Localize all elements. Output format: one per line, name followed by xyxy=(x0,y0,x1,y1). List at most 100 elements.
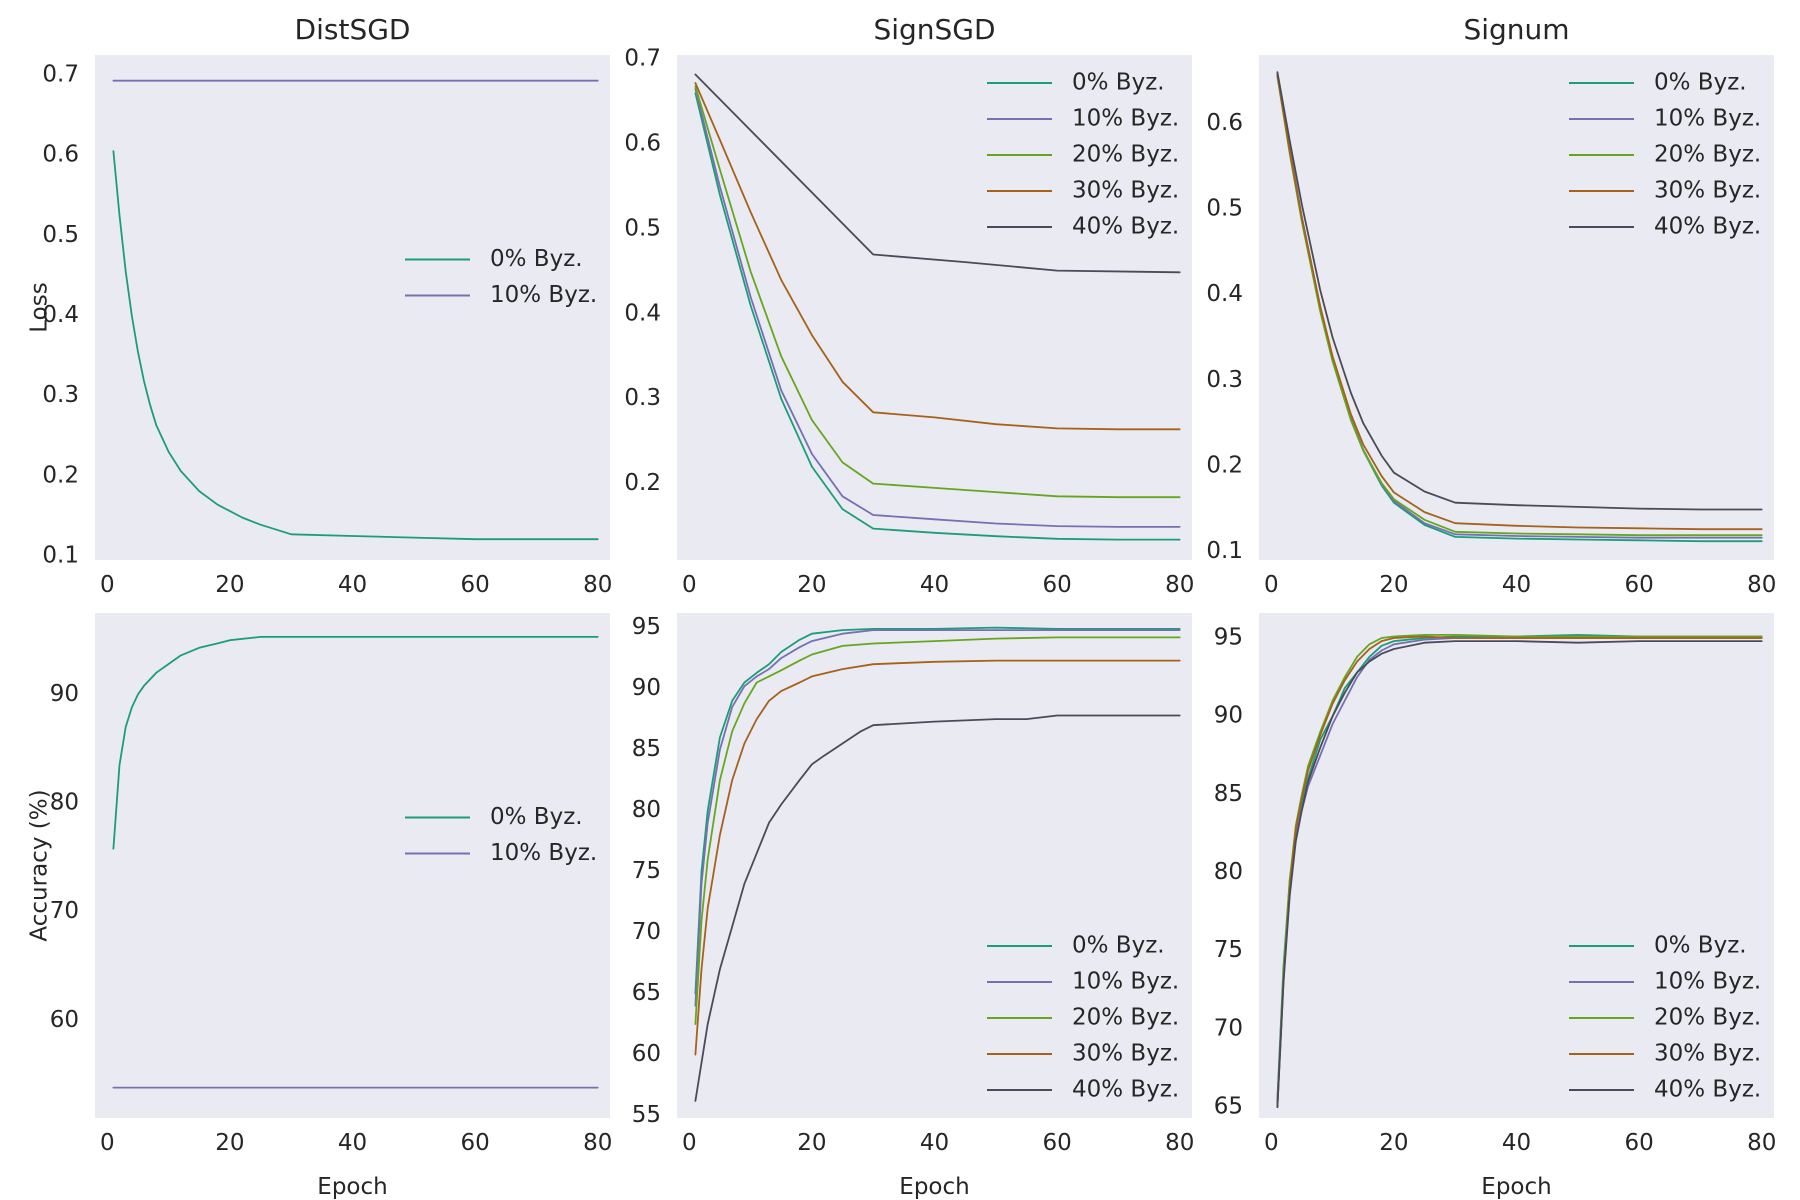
legend: 0% Byz. 10% Byz. xyxy=(405,246,597,308)
legend: 0% Byz. 10% Byz. 20% Byz. 30% Byz. 40% Byz. xyxy=(1569,70,1761,240)
x-tick-label: 40 xyxy=(338,1130,367,1156)
y-tick-label: 0.3 xyxy=(1206,367,1243,393)
y-axis-label: Loss xyxy=(27,282,53,332)
legend-label: 0% Byz. xyxy=(490,804,583,830)
x-tick-label: 20 xyxy=(1379,1130,1408,1156)
legend-label: 10% Byz. xyxy=(1654,106,1761,132)
legend: 0% Byz. 10% Byz. 20% Byz. 30% Byz. 40% Byz. xyxy=(987,933,1179,1103)
x-tick-label: 20 xyxy=(215,572,244,598)
y-tick-label: 0.6 xyxy=(1206,110,1243,136)
series-line xyxy=(694,629,1181,1007)
legend-label: 0% Byz. xyxy=(1654,70,1747,96)
legend-label: 20% Byz. xyxy=(1072,142,1179,168)
series-line xyxy=(694,92,1181,541)
y-tick-label: 60 xyxy=(50,1007,79,1033)
x-tick-label: 20 xyxy=(797,1130,826,1156)
x-tick-label: 0 xyxy=(1264,1130,1279,1156)
y-tick-label: 0.4 xyxy=(42,302,79,328)
x-axis-label: Epoch xyxy=(899,1174,969,1200)
x-tick-label: 80 xyxy=(583,572,612,598)
legend-label: 10% Byz. xyxy=(1072,106,1179,132)
series-line xyxy=(1276,74,1763,531)
panel-title: Signum xyxy=(1463,13,1569,46)
y-tick-label: 55 xyxy=(632,1102,661,1128)
y-tick-label: 80 xyxy=(50,790,79,816)
y-tick-label: 0.4 xyxy=(1206,281,1243,307)
x-tick-label: 60 xyxy=(1624,1130,1653,1156)
y-tick-label: 0.5 xyxy=(42,222,79,248)
y-tick-label: 0.3 xyxy=(624,385,661,411)
series-line xyxy=(1276,640,1763,1108)
y-tick-label: 90 xyxy=(1214,703,1243,729)
y-tick-label: 80 xyxy=(1214,859,1243,885)
series-line xyxy=(694,82,1181,431)
legend-label: 30% Byz. xyxy=(1654,1041,1761,1067)
x-axis-label: Epoch xyxy=(1481,1174,1551,1200)
x-tick-label: 80 xyxy=(1165,1130,1194,1156)
y-tick-label: 0.6 xyxy=(42,142,79,168)
x-tick-label: 80 xyxy=(1747,572,1776,598)
legend-label: 20% Byz. xyxy=(1072,1005,1179,1031)
y-tick-label: 75 xyxy=(632,858,661,884)
x-tick-label: 80 xyxy=(583,1130,612,1156)
y-tick-label: 0.1 xyxy=(42,542,79,568)
legend-label: 30% Byz. xyxy=(1654,178,1761,204)
panel-signsgd-accuracy: 0 20 40 60 80 55 60 65 70 75 80 85 90 95 Epoch 0% Byz. 1… xyxy=(632,613,1194,1200)
y-tick-label: 0.5 xyxy=(1206,196,1243,222)
y-tick-label: 0.2 xyxy=(42,462,79,488)
legend-label: 10% Byz. xyxy=(1654,969,1761,995)
legend-label: 40% Byz. xyxy=(1072,1077,1179,1103)
series-line xyxy=(1276,71,1763,511)
x-tick-label: 0 xyxy=(682,1130,697,1156)
x-tick-label: 0 xyxy=(682,572,697,598)
y-tick-label: 70 xyxy=(632,919,661,945)
y-tick-label: 65 xyxy=(1214,1094,1243,1120)
y-tick-label: 75 xyxy=(1214,937,1243,963)
legend-label: 10% Byz. xyxy=(490,282,597,308)
series-line xyxy=(112,636,599,850)
series-line xyxy=(694,714,1181,1102)
y-tick-label: 80 xyxy=(632,797,661,823)
plot-area xyxy=(95,55,610,560)
plot-area xyxy=(677,613,1192,1118)
x-tick-label: 40 xyxy=(920,572,949,598)
panel-signum-loss: Signum 0 20 40 60 80 0.1 0.2 0.3 0.4 0.5 0.6 0% Byz.… xyxy=(1206,13,1776,598)
y-tick-label: 0.2 xyxy=(1206,452,1243,478)
x-tick-label: 0 xyxy=(1264,572,1279,598)
y-tick-label: 0.2 xyxy=(624,470,661,496)
x-tick-label: 60 xyxy=(1042,572,1071,598)
y-tick-label: 60 xyxy=(632,1041,661,1067)
legend-label: 20% Byz. xyxy=(1654,142,1761,168)
x-tick-label: 60 xyxy=(460,1130,489,1156)
plot-area xyxy=(1259,613,1774,1118)
panel-distsgd-accuracy: 0 20 40 60 80 60 70 80 90 Epoch Accuracy (%) 0% Byz… xyxy=(27,613,612,1200)
y-tick-label: 90 xyxy=(632,675,661,701)
x-axis-label: Epoch xyxy=(317,1174,387,1200)
y-tick-label: 0.7 xyxy=(624,46,661,72)
plot-area xyxy=(95,613,610,1118)
x-tick-label: 40 xyxy=(338,572,367,598)
y-tick-label: 95 xyxy=(632,614,661,640)
x-tick-label: 40 xyxy=(1502,1130,1531,1156)
legend-label: 10% Byz. xyxy=(490,840,597,866)
y-tick-label: 85 xyxy=(1214,781,1243,807)
series-line xyxy=(694,636,1181,1025)
legend: 0% Byz. 10% Byz. 20% Byz. 30% Byz. 40% Byz. xyxy=(987,70,1179,240)
legend: 0% Byz. 10% Byz. 20% Byz. 30% Byz. 40% Byz. xyxy=(1569,933,1761,1103)
series-line xyxy=(112,150,599,541)
plot-area xyxy=(1259,55,1774,560)
y-axis-label: Accuracy (%) xyxy=(27,789,53,941)
series-line xyxy=(694,626,1181,995)
panel-signum-accuracy: 0 20 40 60 80 65 70 75 80 85 90 95 Epoch 0% Byz. 10% B… xyxy=(1214,613,1776,1200)
series-line xyxy=(694,85,1181,499)
panel-title: DistSGD xyxy=(295,13,411,46)
y-tick-label: 90 xyxy=(50,681,79,707)
x-tick-label: 20 xyxy=(1379,572,1408,598)
y-tick-label: 65 xyxy=(632,980,661,1006)
x-tick-label: 60 xyxy=(1624,572,1653,598)
x-tick-label: 60 xyxy=(1042,1130,1071,1156)
x-tick-label: 20 xyxy=(215,1130,244,1156)
legend-label: 10% Byz. xyxy=(1072,969,1179,995)
y-tick-label: 85 xyxy=(632,736,661,762)
